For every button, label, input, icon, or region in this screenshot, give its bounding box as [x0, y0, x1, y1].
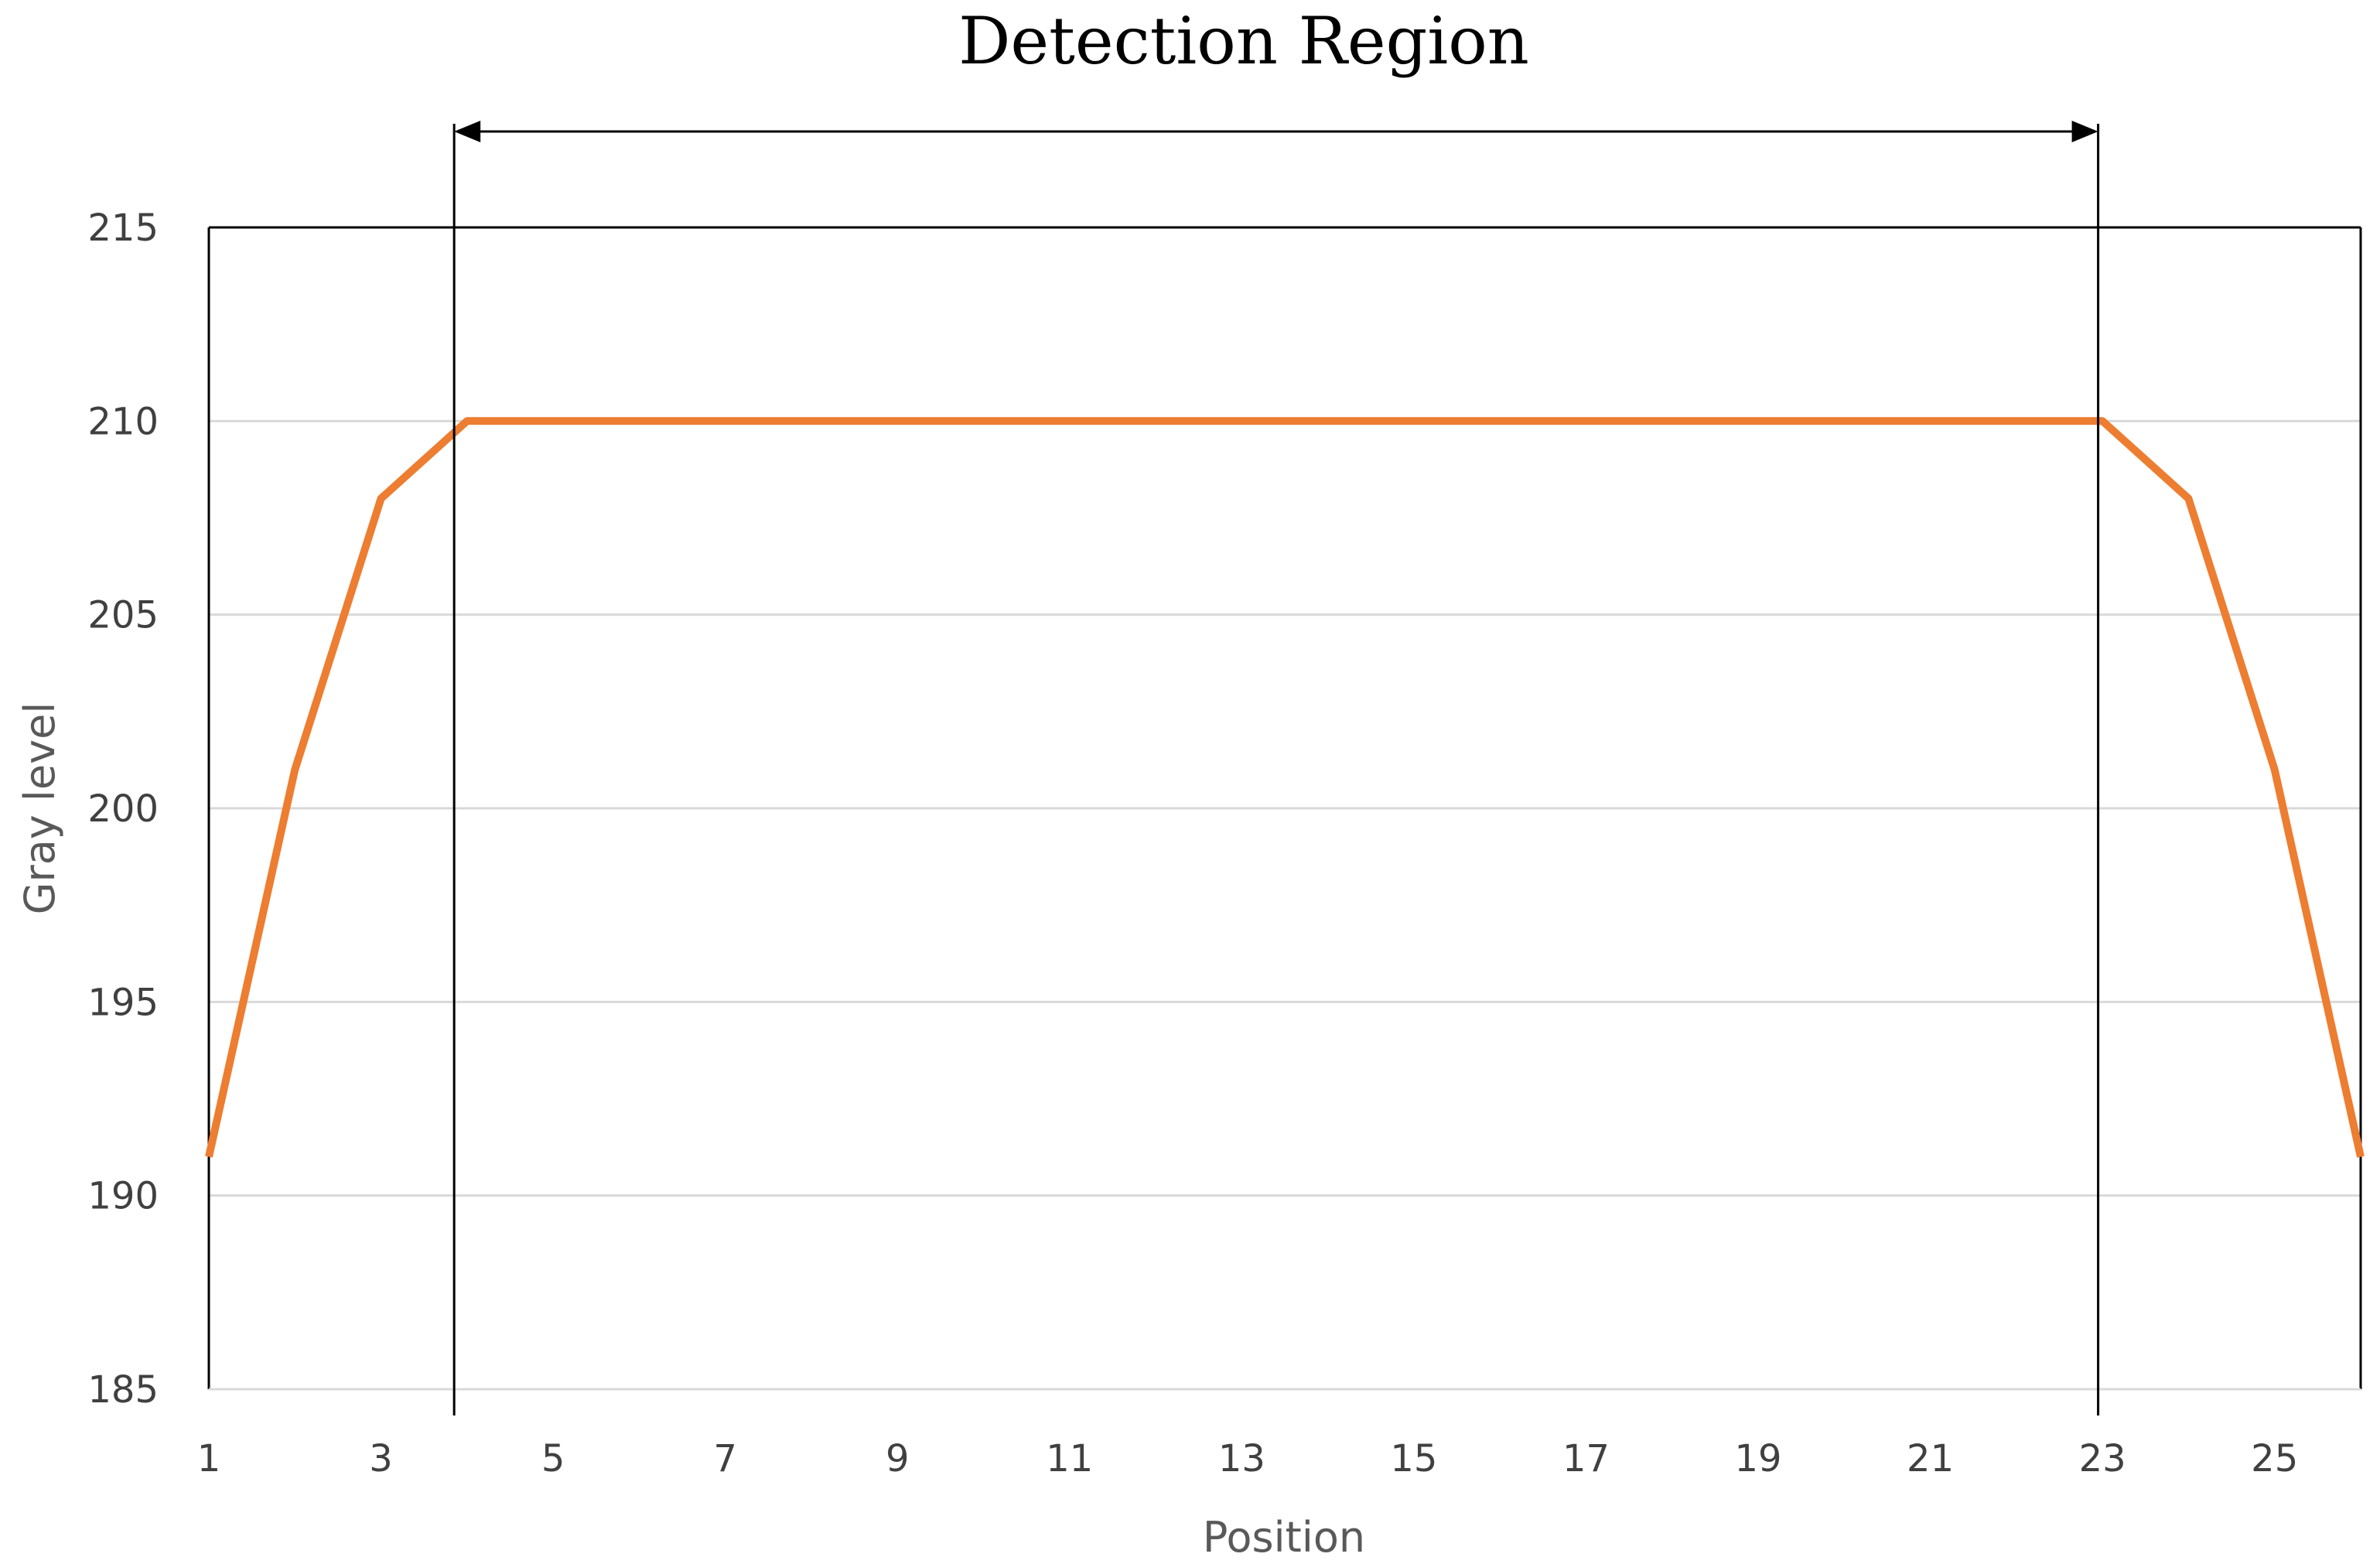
region-arrowhead-left: [454, 121, 481, 142]
y-tick-label-215: 215: [87, 207, 159, 250]
plot-frame: [207, 226, 2362, 1391]
x-tick-label-13: 13: [1218, 1437, 1265, 1480]
x-tick-label-1: 1: [197, 1437, 221, 1480]
x-tick-label-17: 17: [1562, 1437, 1610, 1480]
region-arrowhead-right: [2071, 121, 2098, 142]
x-axis-tick-labels: 1 3 5 7 9 11 13 15 17 19 21 23 25: [197, 1437, 2299, 1480]
x-tick-label-21: 21: [1907, 1437, 1954, 1480]
x-tick-label-11: 11: [1046, 1437, 1093, 1480]
y-tick-label-185: 185: [87, 1368, 159, 1412]
y-tick-label-205: 205: [87, 594, 159, 637]
y-tick-label-210: 210: [87, 400, 159, 443]
x-tick-label-19: 19: [1735, 1437, 1782, 1480]
x-tick-label-23: 23: [2079, 1437, 2126, 1480]
x-axis-title: Position: [1203, 1513, 1365, 1562]
y-tick-label-195: 195: [87, 981, 159, 1024]
detection-region-annotation: [452, 121, 2100, 1415]
x-tick-label-3: 3: [369, 1437, 393, 1480]
x-tick-label-5: 5: [541, 1437, 565, 1480]
y-axis-title: Gray level: [15, 702, 64, 915]
series-line-0: [205, 417, 2365, 1158]
series-layer: [205, 417, 2365, 1158]
y-tick-label-190: 190: [87, 1175, 159, 1218]
x-tick-label-25: 25: [2251, 1437, 2298, 1480]
y-tick-label-200: 200: [87, 787, 159, 831]
detection-region-label: Detection Region: [958, 3, 1529, 79]
gridlines: [209, 419, 2361, 1197]
y-axis-tick-labels: 185 190 195 200 205 210 215: [87, 207, 159, 1412]
x-tick-label-9: 9: [886, 1437, 910, 1480]
x-tick-label-15: 15: [1390, 1437, 1437, 1480]
x-tick-label-7: 7: [713, 1437, 737, 1480]
